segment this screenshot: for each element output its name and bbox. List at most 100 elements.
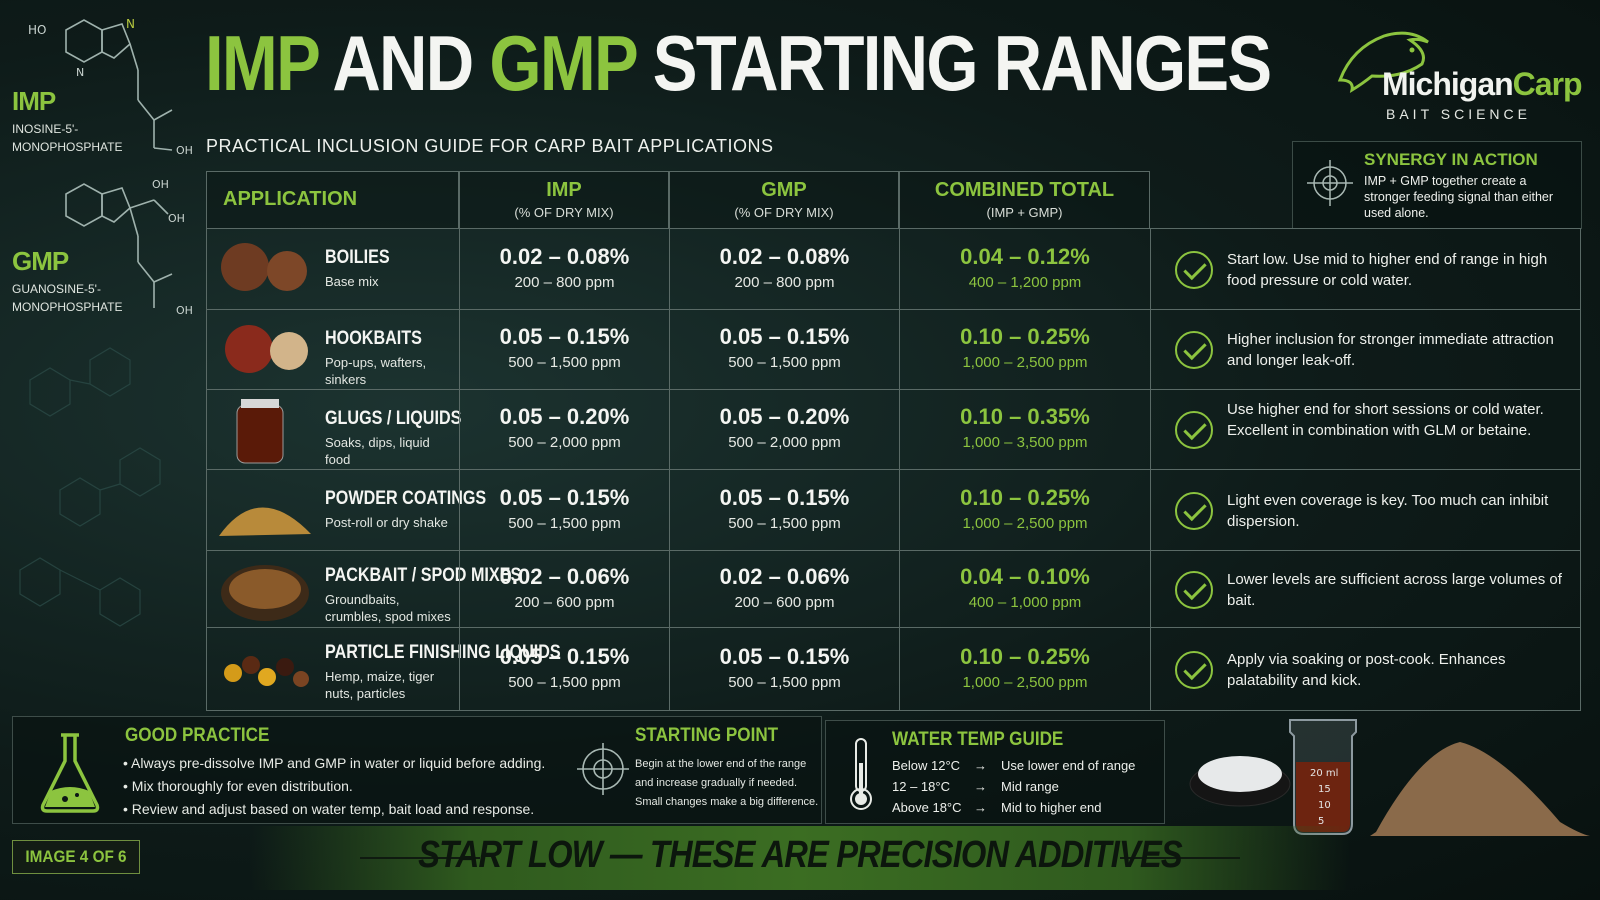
cell-gmp: 0.02 – 0.08% 200 – 800 ppm (669, 229, 899, 309)
good-practice-panel: GOOD PRACTICE • Always pre-dissolve IMP … (12, 716, 822, 824)
bottom-banner: START LOW — THESE ARE PRECISION ADDITIVE… (250, 826, 1350, 890)
application-name: PACKBAIT / SPOD MIXES (325, 565, 522, 586)
application-name: PARTICLE FINISHING LIQUIDS (325, 642, 561, 663)
starting-point-line: Small changes make a big difference. (635, 796, 819, 808)
check-icon (1175, 651, 1213, 689)
combined-percent: 0.10 – 0.25% (960, 644, 1090, 669)
title-part1: IMP (205, 19, 320, 107)
brand-tagline: BAIT SCIENCE (1386, 106, 1531, 122)
header-sub: (% OF DRY MIX) (734, 205, 834, 220)
svg-text:OH: OH (176, 304, 193, 317)
svg-text:N: N (76, 66, 84, 79)
title-part2: AND (332, 19, 474, 107)
cell-notes: Lower levels are sufficient across large… (1150, 551, 1581, 627)
table-row: PACKBAIT / SPOD MIXES Groundbaits, crumb… (206, 550, 1581, 627)
bait-thumbnail (225, 325, 308, 373)
gmp-percent: 0.05 – 0.15% (719, 484, 850, 510)
cell-gmp: 0.05 – 0.15% 500 – 1,500 ppm (669, 310, 899, 389)
temp-advice: Mid range (1001, 779, 1059, 794)
check-icon (1175, 570, 1213, 609)
brand-name-a: Michigan (1382, 66, 1514, 102)
header-title: IMP (546, 179, 582, 201)
arrow-icon: → (974, 800, 987, 815)
crosshair-icon (577, 743, 629, 795)
molecule-gmp: OH OH OH GMP GUANOSINE-5'- MONOPHOSPHATE (8, 170, 193, 320)
flask-icon (40, 733, 100, 813)
cell-notes: Light even coverage is key. Too much can… (1150, 470, 1581, 550)
gmp-percent: 0.02 – 0.06% (719, 563, 850, 589)
combined-percent: 0.04 – 0.12% (960, 243, 1090, 269)
application-sub: Groundbaits, crumbles, spod mixes (325, 592, 451, 624)
cell-gmp: 0.02 – 0.06% 200 – 600 ppm (669, 551, 899, 627)
temp-advice: Use lower end of range (1001, 758, 1136, 773)
combined-percent: 0.04 – 0.10% (960, 563, 1090, 589)
image-badge: IMAGE 4 OF 6 (12, 840, 140, 874)
molecular-pattern-icon (19, 347, 161, 627)
gmp-percent: 0.05 – 0.15% (719, 324, 850, 349)
check-icon (1175, 331, 1213, 369)
application-name: BOILIES (325, 247, 390, 268)
beaker-mark: 5 (1318, 816, 1324, 827)
beaker-mark: 20 ml (1310, 768, 1338, 779)
gmp-ppm: 500 – 1,500 ppm (728, 354, 841, 371)
cell-imp: 0.05 – 0.15% 500 – 1,500 ppm (459, 470, 669, 550)
synergy-box: SYNERGY IN ACTION IMP + GMP together cre… (1292, 141, 1582, 229)
imp-percent: 0.05 – 0.15% (499, 484, 630, 510)
cell-application: GLUGS / LIQUIDS Soaks, dips, liquid food (206, 390, 462, 469)
cell-gmp: 0.05 – 0.20% 500 – 2,000 ppm (669, 390, 899, 469)
page-subtitle: PRACTICAL INCLUSION GUIDE FOR CARP BAIT … (206, 136, 774, 156)
thermometer-icon (850, 738, 872, 810)
combined-percent: 0.10 – 0.35% (960, 404, 1090, 429)
combined-percent: 0.10 – 0.25% (960, 324, 1090, 349)
water-temp-panel: WATER TEMP GUIDE Below 12°C → Use lower … (825, 720, 1165, 824)
carp-logo-icon (1337, 31, 1429, 94)
svg-text:OH: OH (152, 178, 169, 191)
check-icon (1175, 491, 1213, 530)
beaker-mark: 15 (1318, 784, 1331, 795)
synergy-text: IMP + GMP together create a stronger fee… (1364, 174, 1554, 220)
application-sub: Pop-ups, wafters, sinkers (325, 355, 427, 387)
usage-note: Use higher end for short sessions or col… (1227, 400, 1544, 439)
good-practice-title: GOOD PRACTICE (125, 725, 270, 746)
header-sub: (% OF DRY MIX) (514, 205, 614, 220)
svg-text:N: N (126, 17, 135, 31)
table-row: POWDER COATINGS Post-roll or dry shake 0… (206, 469, 1581, 550)
application-sub: Base mix (325, 274, 379, 289)
cell-combined: 0.04 – 0.10% 400 – 1,000 ppm (899, 551, 1150, 627)
cell-imp: 0.02 – 0.06% 200 – 600 ppm (459, 551, 669, 627)
gmp-percent: 0.05 – 0.15% (719, 644, 850, 669)
combined-ppm: 400 – 1,200 ppm (968, 273, 1082, 291)
usage-note: Start low. Use mid to higher end of rang… (1227, 250, 1548, 289)
gmp-ppm: 200 – 800 ppm (734, 273, 835, 291)
bait-thumbnail (221, 242, 307, 291)
usage-note: Higher inclusion for stronger immediate … (1227, 331, 1554, 369)
molecule-imp: HO N N OH IMP INOSINE-5'- MONOPHOSPHATE (8, 10, 193, 160)
arrow-icon: → (974, 779, 987, 794)
header-gmp: GMP (% OF DRY MIX) (669, 171, 899, 228)
combined-ppm: 1,000 – 2,500 ppm (962, 674, 1088, 691)
usage-note: Lower levels are sufficient across large… (1227, 570, 1562, 609)
cell-notes: Use higher end for short sessions or col… (1150, 390, 1581, 469)
table-row: HOOKBAITS Pop-ups, wafters, sinkers 0.05… (206, 309, 1581, 389)
badge-text: IMAGE 4 OF 6 (25, 847, 127, 866)
cell-imp: 0.05 – 0.20% 500 – 2,000 ppm (459, 390, 669, 469)
arrow-icon: → (974, 758, 987, 773)
application-name: HOOKBAITS (325, 328, 422, 349)
molecule-name-line1: INOSINE-5'- (12, 122, 79, 136)
cell-combined: 0.10 – 0.25% 1,000 – 2,500 ppm (899, 628, 1150, 710)
application-name: GLUGS / LIQUIDS (325, 408, 462, 429)
cell-application: PARTICLE FINISHING LIQUIDS Hemp, maize, … (206, 628, 561, 710)
svg-text:HO: HO (28, 23, 46, 37)
header-title: COMBINED TOTAL (934, 179, 1115, 201)
temp-range: Below 12°C (892, 758, 961, 773)
inclusion-table: APPLICATION IMP (% OF DRY MIX) GMP (% OF… (206, 171, 1581, 711)
imp-ppm: 500 – 2,000 ppm (508, 434, 621, 451)
cell-notes: Start low. Use mid to higher end of rang… (1150, 229, 1581, 309)
cell-imp: 0.05 – 0.15% 500 – 1,500 ppm (459, 310, 669, 389)
title-part3: GMP (489, 19, 637, 107)
gmp-ppm: 500 – 2,000 ppm (728, 434, 841, 451)
cell-imp: 0.02 – 0.08% 200 – 800 ppm (459, 229, 669, 309)
header-combined: COMBINED TOTAL (IMP + GMP) (899, 171, 1150, 228)
header-title: GMP (761, 179, 807, 201)
good-practice-bullet: • Mix thoroughly for even distribution. (123, 778, 353, 794)
